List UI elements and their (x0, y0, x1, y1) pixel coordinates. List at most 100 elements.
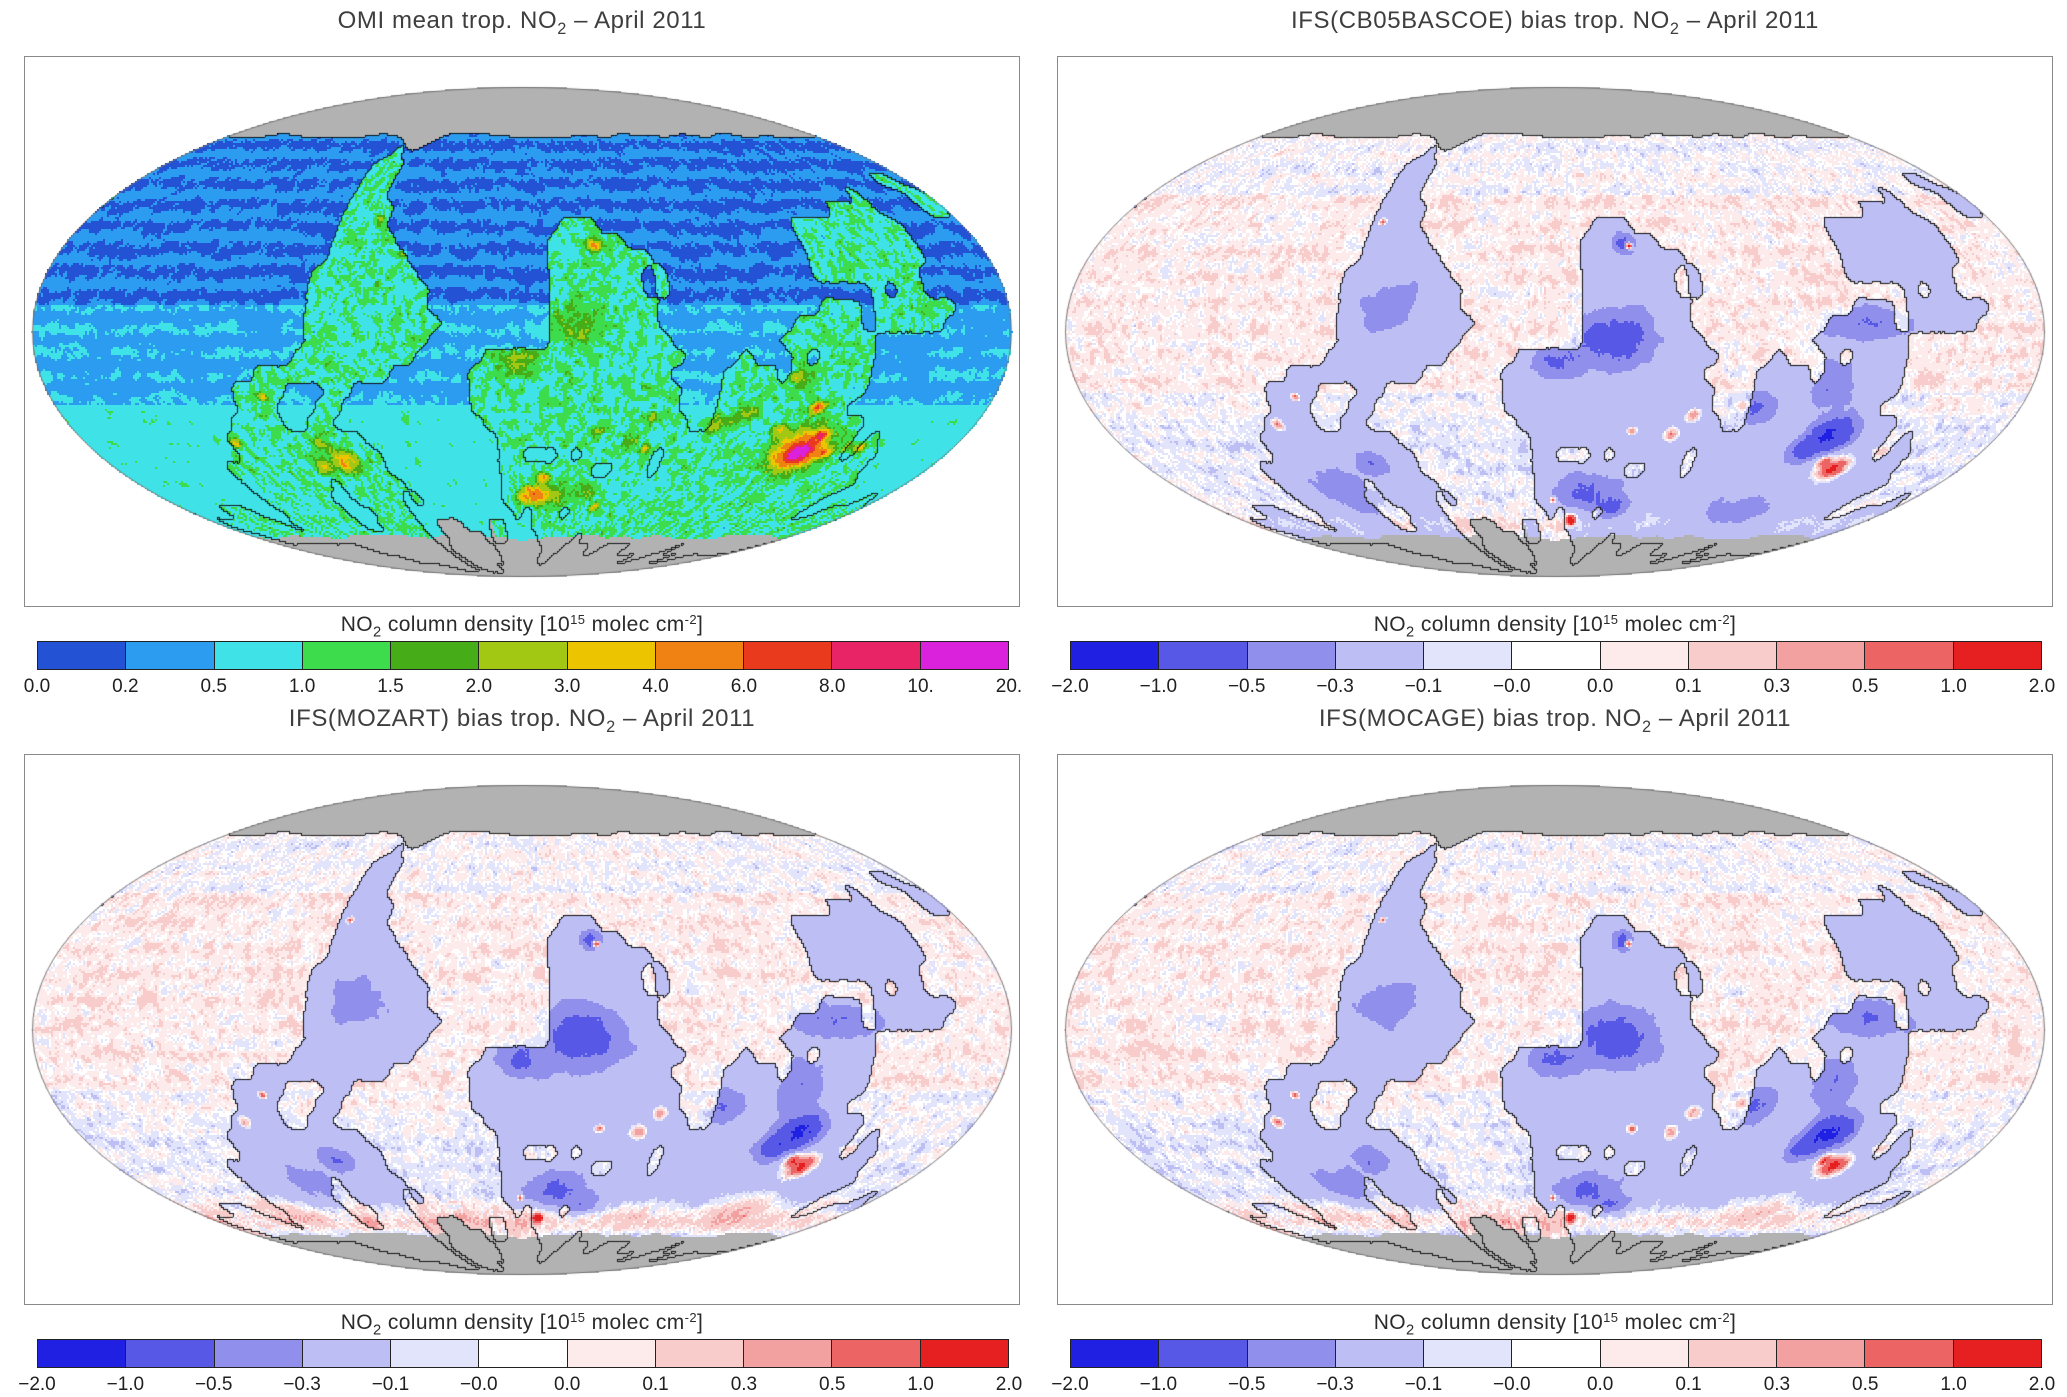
superscript-15: 15 (570, 612, 586, 627)
colorbar-tick: 6.0 (730, 676, 758, 697)
colorbar-tick: 0.1 (1675, 676, 1702, 697)
panel-title-suffix: – April 2011 (1651, 705, 1792, 732)
colorbar-tick: 0.5 (819, 1374, 846, 1395)
colorbar-segment (920, 1340, 1008, 1367)
colorbar-label-text: molec cm (585, 613, 685, 637)
colorbar-tick: 2.0 (2028, 676, 2056, 697)
panel-title-suffix: – April 2011 (615, 705, 756, 732)
colorbar-tick: −0.0 (1493, 676, 1531, 697)
colorbar-label-text: molec cm (1618, 613, 1718, 637)
colorbar-segment (126, 642, 215, 669)
colorbar-segment (214, 1340, 303, 1367)
colorbar-tick: 8.0 (819, 676, 846, 697)
colorbar-tick: −0.0 (460, 1374, 498, 1395)
subscript-2: 2 (373, 1322, 382, 1339)
colorbar-segment (1071, 1340, 1160, 1367)
map-frame (1057, 56, 2053, 607)
colorbar-segment (567, 1340, 656, 1367)
subscript-2: 2 (606, 717, 616, 736)
colorbar-segment (1865, 642, 1954, 669)
coastline-overlay-canvas (1058, 57, 2052, 606)
colorbar-label: NO2 column density [1015 molec cm-2] (1057, 612, 2053, 640)
colorbar-tick-labels: −2.0 −1.0 −0.5 −0.3 −0.1 −0.0 0.0 0.1 0.3 0.5 1.0 2… (1051, 676, 2055, 698)
colorbar-segment (1159, 642, 1248, 669)
colorbar-segment (479, 642, 568, 669)
colorbar-tick: 2.0 (2028, 1374, 2056, 1395)
colorbar-tick: −0.5 (1227, 676, 1266, 697)
colorbar-segment (1247, 642, 1336, 669)
colorbar-label-text: column density [10 (381, 1311, 571, 1335)
panel-title-text: IFS(CB05BASCOE) bias trop. NO (1291, 7, 1670, 34)
colorbar-segment (479, 1340, 568, 1367)
subscript-2: 2 (373, 624, 382, 641)
colorbar-tick: −0.3 (283, 1374, 321, 1395)
colorbar-label-text: NO (1373, 613, 1406, 637)
panel-title: OMI mean trop. NO2 – April 2011 (24, 7, 1020, 39)
superscript-minus-2: -2 (684, 1310, 698, 1325)
colorbar-tick: 0.5 (1852, 1374, 1879, 1395)
colorbar-tick: −0.3 (1316, 1374, 1354, 1395)
colorbar-tick: 1.0 (907, 1374, 934, 1395)
colorbar-segment (1777, 1340, 1866, 1367)
colorbar-label-text: NO (340, 1311, 373, 1335)
colorbar-segment (38, 1340, 127, 1367)
colorbar-tick-labels: −2.0 −1.0 −0.5 −0.3 −0.1 −0.0 0.0 0.1 0.3 0.5 1.0 2… (18, 1374, 1022, 1396)
colorbar-segment (1600, 642, 1689, 669)
colorbar-tick: −2.0 (18, 1374, 56, 1395)
colorbar-segment (1600, 1340, 1689, 1367)
colorbar-segment (1424, 1340, 1513, 1367)
colorbar-tick: 0.0 (23, 676, 51, 697)
colorbar-tick: 10. (907, 676, 934, 697)
colorbar-segment (1777, 642, 1866, 669)
colorbar-segment (38, 642, 127, 669)
colorbar-tick: 3.0 (553, 676, 581, 697)
colorbar-segment (744, 1340, 833, 1367)
colorbar-tick: 0.0 (1586, 1374, 1614, 1395)
colorbar-tick: 1.0 (288, 676, 316, 697)
colorbar-tick: 1.0 (1940, 1374, 1967, 1395)
colorbar-segment (1159, 1340, 1248, 1367)
superscript-minus-2: -2 (684, 612, 698, 627)
panel-title: IFS(CB05BASCOE) bias trop. NO2 – April 2… (1057, 7, 2053, 39)
superscript-15: 15 (1603, 612, 1619, 627)
colorbar-label-text: NO (1373, 1311, 1406, 1335)
colorbar-segment (302, 642, 392, 669)
colorbar-segment (1512, 642, 1601, 669)
colorbar-segment (1335, 642, 1425, 669)
panel-title: IFS(MOZART) bias trop. NO2 – April 2011 (24, 705, 1020, 737)
subscript-2: 2 (1641, 717, 1652, 736)
colorbar-tick: 0.3 (730, 1374, 758, 1395)
colorbar-segment (920, 642, 1008, 669)
subscript-2: 2 (557, 19, 567, 38)
colorbar-segment (1335, 1340, 1425, 1367)
colorbar-tick: −0.1 (1404, 1374, 1443, 1395)
colorbar-segment (1512, 1340, 1601, 1367)
colorbar-tick: −1.0 (106, 1374, 145, 1395)
colorbar-tick: 0.0 (553, 1374, 581, 1395)
colorbar-tick: −0.0 (1493, 1374, 1531, 1395)
superscript-minus-2: -2 (1717, 612, 1731, 627)
colorbar (1070, 1339, 2042, 1368)
colorbar-tick: 0.0 (1586, 676, 1614, 697)
colorbar-segment (1688, 642, 1778, 669)
superscript-minus-2: -2 (1717, 1310, 1731, 1325)
colorbar-tick: 0.5 (200, 676, 227, 697)
subscript-2: 2 (1406, 624, 1415, 641)
panel-title: IFS(MOCAGE) bias trop. NO2 – April 2011 (1057, 705, 2053, 737)
colorbar-label: NO2 column density [1015 molec cm-2] (24, 1310, 1020, 1338)
map-frame (1057, 754, 2053, 1305)
map-frame (24, 56, 1020, 607)
colorbar-tick: 4.0 (642, 676, 669, 697)
colorbar-segment (1071, 642, 1160, 669)
panel-title-text: IFS(MOZART) bias trop. NO (288, 705, 607, 732)
colorbar-tick-labels: 0.0 0.2 0.5 1.0 1.5 2.0 3.0 4.0 6.0 8.0 10. 20. (24, 676, 1022, 698)
colorbar-segment (302, 1340, 392, 1367)
colorbar-label-text: ] (697, 613, 704, 637)
coastline-overlay-canvas (25, 755, 1019, 1304)
colorbar-segment (1424, 642, 1513, 669)
colorbar-label-text: column density [10 (1414, 1311, 1604, 1335)
colorbar-tick: 0.1 (642, 1374, 669, 1395)
colorbar-tick: 2.0 (465, 676, 493, 697)
colorbar-segment (214, 642, 303, 669)
